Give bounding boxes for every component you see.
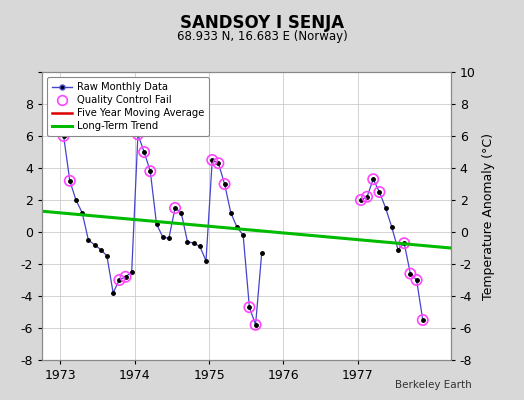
Point <box>208 157 216 163</box>
Point <box>221 181 229 187</box>
Point <box>412 277 421 283</box>
Point <box>140 149 148 155</box>
Point <box>146 168 155 174</box>
Text: Berkeley Earth: Berkeley Earth <box>395 380 472 390</box>
Point <box>171 205 179 211</box>
Point <box>214 160 223 166</box>
Point <box>363 194 371 200</box>
Point <box>419 317 427 323</box>
Text: SANDSOY I SENJA: SANDSOY I SENJA <box>180 14 344 32</box>
Point <box>59 133 68 139</box>
Point <box>406 270 414 277</box>
Point <box>122 274 130 280</box>
Point <box>115 277 124 283</box>
Point <box>252 322 260 328</box>
Point <box>245 304 254 310</box>
Point <box>400 240 408 246</box>
Point <box>134 131 142 138</box>
Point <box>375 189 384 195</box>
Point <box>357 197 365 203</box>
Y-axis label: Temperature Anomaly (°C): Temperature Anomaly (°C) <box>483 132 496 300</box>
Point <box>369 176 377 182</box>
Legend: Raw Monthly Data, Quality Control Fail, Five Year Moving Average, Long-Term Tren: Raw Monthly Data, Quality Control Fail, … <box>47 77 209 136</box>
Text: 68.933 N, 16.683 E (Norway): 68.933 N, 16.683 E (Norway) <box>177 30 347 43</box>
Point <box>66 178 74 184</box>
